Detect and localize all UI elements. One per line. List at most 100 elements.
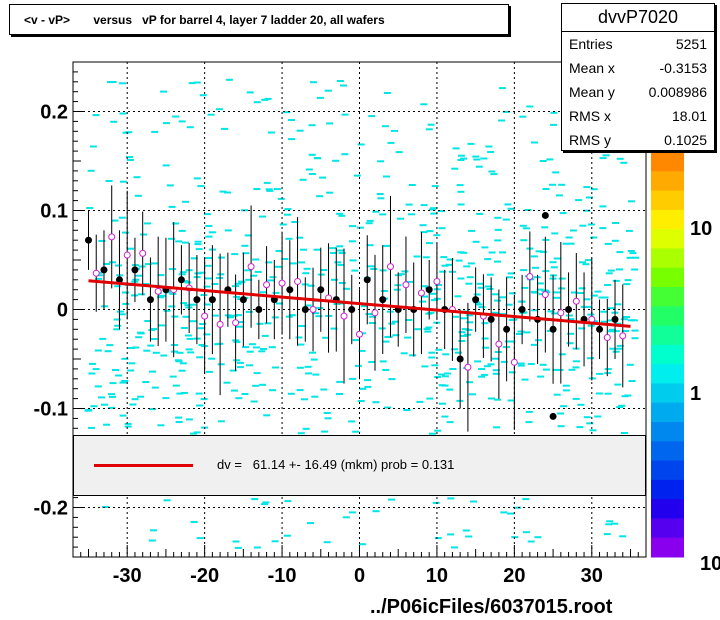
hist-cell	[162, 122, 170, 125]
hist-cell	[377, 160, 385, 163]
hist-cell	[349, 259, 357, 262]
hist-cell	[446, 388, 454, 391]
hist-cell	[494, 216, 502, 219]
hist-cell	[287, 119, 295, 121]
hist-cell	[223, 381, 231, 384]
hist-cell	[367, 265, 375, 268]
hist-cell	[158, 324, 166, 327]
hist-cell	[534, 536, 542, 539]
hist-cell	[491, 311, 499, 314]
hist-cell	[441, 384, 449, 387]
hist-cell	[494, 228, 502, 231]
hist-cell	[188, 82, 196, 85]
hist-cell	[354, 364, 362, 367]
hist-cell	[463, 265, 471, 268]
y-tick-label: 0.1	[40, 201, 68, 223]
hist-cell	[341, 113, 349, 116]
hist-cell	[629, 252, 637, 255]
stats-label: RMS y	[569, 132, 611, 148]
hist-cell	[457, 190, 465, 193]
hist-cell	[426, 397, 434, 400]
hist-cell	[326, 122, 334, 125]
hist-cell	[494, 260, 501, 263]
hist-cell	[216, 277, 224, 279]
hist-cell	[144, 222, 151, 225]
hist-cell	[121, 380, 129, 382]
hist-cell	[582, 263, 590, 266]
hist-cell	[211, 283, 219, 285]
hist-cell	[357, 400, 365, 402]
hist-cell	[475, 303, 483, 306]
hist-cell	[558, 183, 566, 186]
hist-cell	[408, 184, 416, 186]
hist-cell	[494, 239, 502, 242]
hist-cell	[370, 268, 378, 270]
hist-cell	[297, 432, 305, 435]
x-tick-label: 0	[354, 565, 365, 587]
hist-cell	[304, 304, 312, 307]
hist-cell	[507, 399, 515, 402]
hist-cell	[429, 208, 436, 211]
hist-cell	[250, 274, 258, 277]
hist-cell	[614, 322, 622, 325]
hist-cell	[217, 273, 225, 276]
hist-cell	[395, 151, 403, 154]
hist-cell	[397, 273, 405, 276]
hist-cell	[176, 392, 184, 395]
hist-cell	[263, 181, 271, 184]
hist-cell	[551, 312, 559, 315]
hist-cell	[273, 188, 281, 191]
hist-cell	[198, 344, 206, 346]
hist-cell	[217, 256, 225, 259]
hist-cell	[537, 375, 545, 378]
hist-cell	[265, 261, 273, 264]
hist-cell	[331, 278, 338, 281]
hist-cell	[224, 229, 232, 232]
hist-cell	[126, 159, 134, 161]
hist-cell	[250, 400, 258, 403]
hist-cell	[157, 424, 165, 427]
hist-cell	[423, 328, 431, 331]
hist-cell	[152, 351, 160, 354]
hist-cell	[98, 396, 105, 399]
hist-cell	[604, 368, 612, 371]
hist-cell	[299, 178, 307, 181]
hist-cell	[137, 331, 144, 334]
hist-cell	[379, 360, 387, 363]
hist-cell	[359, 387, 367, 390]
hist-cell	[157, 296, 165, 299]
hist-cell	[480, 157, 488, 160]
hist-cell	[431, 185, 439, 188]
hist-cell	[405, 203, 413, 206]
hist-cell	[485, 145, 493, 148]
hist-cell	[499, 251, 507, 254]
hist-cell	[265, 188, 273, 191]
hist-cell	[217, 420, 225, 423]
hist-cell	[547, 310, 555, 313]
open-marker	[464, 363, 472, 371]
hist-cell	[577, 403, 585, 406]
hist-cell	[108, 406, 116, 409]
hist-cell	[193, 431, 201, 434]
hist-cell	[336, 80, 344, 82]
palette-swatch	[651, 499, 684, 519]
hist-cell	[607, 307, 615, 310]
open-marker	[278, 279, 286, 287]
hist-cell	[253, 188, 261, 190]
hist-cell	[364, 385, 372, 388]
hist-cell	[429, 432, 436, 435]
hist-cell	[465, 535, 473, 538]
hist-cell	[605, 523, 613, 526]
hist-cell	[231, 389, 238, 392]
hist-cell	[488, 251, 496, 254]
hist-cell	[621, 330, 629, 332]
hist-cell	[324, 417, 332, 420]
hist-cell	[621, 395, 629, 398]
hist-cell	[217, 363, 225, 366]
hist-cell	[546, 158, 554, 161]
hist-cell	[627, 250, 635, 252]
data-point	[379, 296, 387, 304]
hist-cell	[419, 224, 427, 227]
hist-cell	[515, 333, 523, 335]
hist-cell	[225, 78, 233, 81]
